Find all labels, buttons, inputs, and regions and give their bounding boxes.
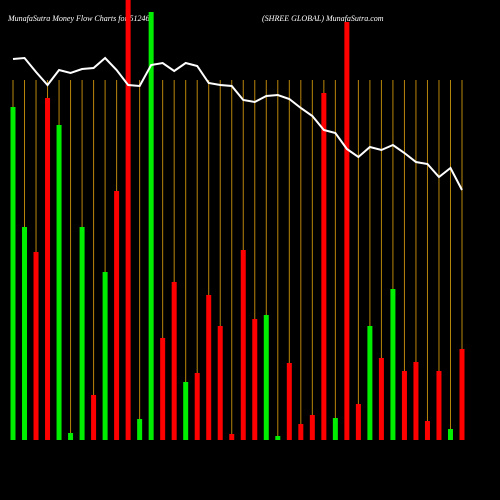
bar [102, 272, 108, 440]
bar [378, 358, 384, 440]
bar [459, 349, 465, 440]
bar [206, 295, 212, 440]
bar [229, 434, 235, 440]
bar [275, 436, 281, 440]
bar [183, 382, 189, 440]
bar [367, 326, 373, 440]
bar [171, 282, 177, 440]
money-flow-line [12, 56, 463, 191]
bar [194, 373, 200, 440]
bar [332, 418, 338, 440]
bar [114, 191, 120, 440]
bar [252, 319, 258, 440]
bar [160, 338, 166, 440]
bar [263, 315, 269, 440]
bar [33, 252, 39, 440]
bar [447, 429, 453, 440]
bar [298, 424, 304, 440]
bar [355, 404, 361, 440]
bar [68, 433, 74, 440]
bar [79, 227, 85, 440]
bar [10, 107, 16, 440]
chart-subtitle: (SHREE GLOBAL) MunafaSutra.com [262, 14, 384, 23]
bar [22, 227, 28, 440]
bar [344, 22, 350, 440]
bar [424, 421, 430, 440]
bar [148, 12, 154, 440]
bar [390, 289, 396, 440]
bar [91, 395, 97, 440]
bar [436, 371, 442, 440]
bar [217, 326, 223, 440]
bar [413, 362, 419, 440]
bar [45, 98, 51, 440]
bar [286, 363, 292, 440]
bar [401, 371, 407, 440]
bar [240, 250, 246, 440]
bar [125, 0, 131, 440]
bar [321, 93, 327, 440]
bar [56, 125, 62, 440]
chart-title: MunafaSutra Money Flow Charts for 512463 [7, 14, 154, 23]
bar [137, 419, 143, 440]
bar [309, 415, 315, 440]
